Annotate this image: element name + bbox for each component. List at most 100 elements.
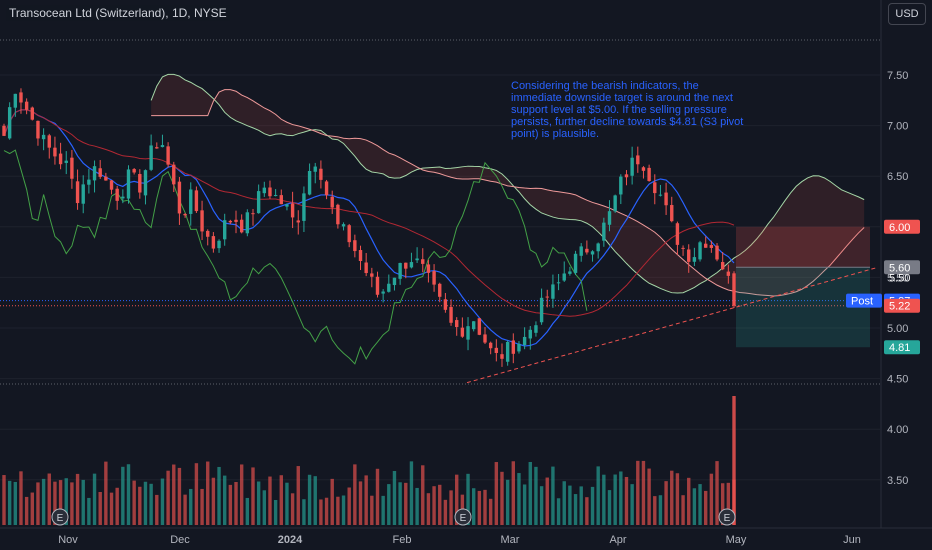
candle: [641, 167, 646, 171]
volume-bar: [149, 483, 153, 525]
volume-bar: [681, 495, 685, 525]
volume-bar: [539, 486, 544, 525]
volume-bar: [624, 476, 629, 525]
candle: [126, 169, 131, 199]
volume-bar: [223, 475, 227, 525]
symbol-title[interactable]: Transocean Ltd (Switzerland), 1D, NYSE: [6, 5, 230, 21]
volume-bar: [121, 466, 125, 525]
volume-bar: [596, 466, 600, 525]
price-tag-label: 6.00: [889, 222, 910, 234]
volume-bar: [24, 496, 29, 525]
y-tick-label: 5.50: [887, 272, 908, 284]
volume-bar: [585, 497, 589, 525]
candle: [149, 145, 153, 170]
time-axis: Nov Dec 2024 Feb Mar Apr May Jun: [0, 527, 932, 546]
price-tag: [884, 260, 920, 275]
volume-bar: [715, 461, 719, 525]
candle: [279, 195, 283, 205]
candle: [551, 284, 555, 299]
currency-button[interactable]: USD: [888, 3, 926, 25]
x-tick-label: Nov: [58, 534, 78, 546]
volume-bar: [551, 466, 555, 525]
volume-bar: [2, 475, 6, 525]
candle: [353, 240, 357, 252]
candle: [630, 157, 634, 176]
candle: [579, 246, 583, 256]
candle: [443, 299, 448, 310]
candle: [47, 135, 51, 148]
volume-bar: [104, 461, 108, 525]
price-tag: [884, 340, 920, 355]
volume-bar: [471, 488, 476, 525]
volume-bar: [698, 484, 702, 525]
candle: [471, 321, 476, 330]
candle: [172, 164, 176, 185]
candle: [387, 283, 391, 292]
cloud-area: [151, 74, 865, 296]
candle: [545, 296, 549, 298]
volume-bar: [494, 462, 499, 525]
candle: [200, 210, 204, 232]
candle: [528, 329, 532, 339]
y-tick-label: 6.50: [887, 171, 908, 183]
volume-bar: [53, 481, 57, 525]
candle: [70, 157, 74, 179]
candle: [13, 93, 18, 108]
price-tag-label: 4.81: [889, 342, 910, 354]
candle: [511, 340, 515, 354]
volume-bar: [449, 490, 453, 525]
candle: [505, 342, 510, 362]
candle: [624, 174, 629, 178]
candle: [415, 258, 419, 261]
candle: [488, 342, 493, 349]
candle: [517, 343, 521, 352]
volume-bar: [404, 482, 408, 525]
volume-bar: [138, 486, 142, 525]
candle: [715, 245, 719, 260]
volume-bar: [353, 464, 357, 525]
volume-bar: [330, 478, 334, 525]
volume-bar: [41, 478, 46, 525]
candle: [41, 134, 46, 140]
volume-bar: [268, 476, 272, 525]
volume-bar: [375, 468, 380, 525]
volume-bar: [126, 464, 131, 525]
stop-zone: [736, 226, 870, 268]
candle: [330, 196, 334, 208]
volume-bar: [194, 463, 199, 525]
earnings-marker: E: [718, 508, 736, 526]
price-axis: 3.504.004.505.005.506.006.507.007.506.00…: [846, 0, 920, 528]
price-tag-label: 5.22: [889, 301, 910, 313]
volume-bar: [636, 460, 640, 525]
candle: [189, 189, 193, 214]
price-tag-label: 5.50: [889, 272, 910, 284]
volume-bar: [290, 493, 295, 525]
volume-bar: [19, 471, 23, 525]
volume-bar: [296, 466, 300, 525]
volume-bar: [324, 497, 329, 525]
candle: [98, 168, 102, 177]
volume-bar: [307, 474, 312, 525]
volume-bar: [109, 492, 114, 525]
volume-bar: [364, 475, 368, 525]
candle: [104, 176, 108, 181]
candle: [81, 184, 85, 204]
volume-bar: [370, 495, 374, 525]
candle: [121, 196, 125, 199]
candle: [732, 273, 736, 306]
volume-bar: [607, 490, 612, 525]
candle: [562, 273, 566, 281]
volume-bar: [720, 483, 725, 525]
candle: [251, 213, 255, 215]
earnings-label: E: [57, 513, 64, 524]
earnings-marker: E: [51, 508, 69, 526]
volume-bar: [647, 468, 651, 525]
candle: [687, 249, 691, 262]
volume-bar: [217, 466, 221, 525]
position-tool: [466, 226, 879, 384]
volume-bar: [630, 484, 634, 525]
candle: [455, 320, 459, 328]
y-tick-label: 5.00: [887, 323, 908, 335]
volume-bar: [658, 495, 663, 525]
